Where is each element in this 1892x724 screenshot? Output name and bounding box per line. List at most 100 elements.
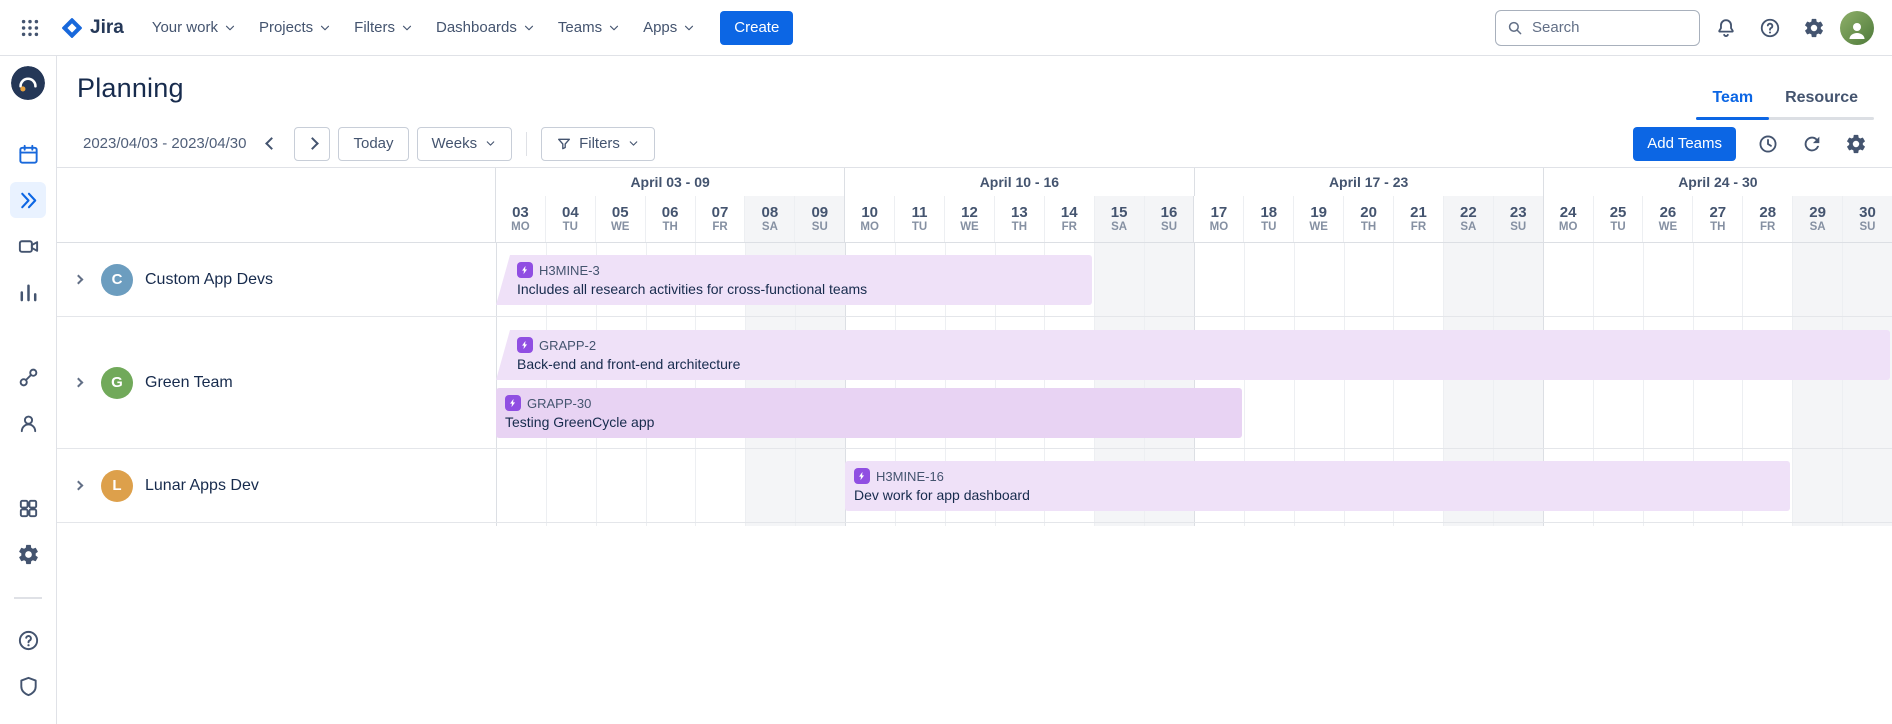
day-header-cell: 20 TH [1344,196,1395,242]
gear-icon [1803,17,1825,39]
day-header-cell: 03 MO [496,196,546,242]
jira-logo-text: Jira [90,16,124,38]
day-header-cell: 29 SA [1793,196,1844,242]
sidebar-video-button[interactable] [10,228,46,264]
page-header: Planning Team Resource [57,56,1892,120]
expand-chevron-icon[interactable] [67,372,89,394]
day-header-cell: 07 FR [696,196,746,242]
chevron-left-icon [265,137,278,150]
epic-bar-h3mine-3[interactable]: H3MINE-3 Includes all research activities… [496,255,1093,305]
day-header-cell: 25 TU [1594,196,1644,242]
sidebar-dependencies-button[interactable] [10,359,46,395]
sidebar-divider [14,597,42,599]
day-number: 23 [1509,203,1527,221]
today-button[interactable]: Today [338,126,409,161]
nav-menu-dashboards[interactable]: Dashboards [426,10,546,46]
add-teams-button[interactable]: Add Teams [1633,126,1736,161]
epic-icon [517,337,533,353]
day-header-cell: 22 SA [1443,196,1494,242]
nav-menu-label: Apps [643,19,678,36]
sidebar-timeline-button[interactable] [10,182,46,218]
epic-bar-grapp-30[interactable]: GRAPP-30 Testing GreenCycle app [496,388,1242,438]
team-row-lunar-apps-dev: L Lunar Apps Dev H3MINE-16 Dev work for app… [57,449,1892,523]
day-header-cell: 21 FR [1394,196,1444,242]
search-box[interactable] [1495,9,1700,46]
sidebar-privacy-button[interactable] [10,668,46,704]
plan-avatar[interactable] [11,66,45,100]
timescale-dropdown[interactable]: Weeks [416,126,513,161]
sidebar-apps-button[interactable] [10,490,46,526]
filters-button[interactable]: Filters [541,126,655,161]
view-settings-button[interactable] [1838,126,1874,162]
plan-toolbar: 2023/04/03 - 2023/04/30 Today Weeks Filt… [57,120,1892,168]
chevron-down-icon [627,137,640,150]
search-input[interactable] [1532,19,1689,36]
day-number: 07 [711,203,729,221]
day-column [1245,243,1295,526]
team-row-green-team: G Green Team GRAPP-2 Back-end and front-end… [57,317,1892,449]
user-avatar-icon [1845,18,1869,42]
day-header-cell: 24 MO [1544,196,1594,242]
week-header-cell: April 10 - 16 [845,168,1195,196]
day-number: 30 [1859,203,1876,221]
prev-range-button[interactable] [256,128,286,160]
nav-menu-apps[interactable]: Apps [633,10,706,46]
epic-icon [517,262,533,278]
notifications-button[interactable] [1708,10,1744,46]
expand-chevron-icon[interactable] [67,475,89,497]
app-switcher-grid-icon [19,17,41,39]
page-title: Planning [77,72,184,103]
settings-button[interactable] [1796,10,1832,46]
day-column [1195,243,1245,526]
day-column [1295,243,1345,526]
day-of-week: SU [811,220,828,233]
refresh-button[interactable] [1794,126,1830,162]
sidebar-settings-button[interactable] [10,536,46,572]
tab-team[interactable]: Team [1696,79,1769,120]
issue-key-line: H3MINE-3 [517,261,1082,279]
sidebar-profile-button[interactable] [10,405,46,441]
nav-menu-label: Filters [354,19,395,36]
chevron-down-icon [318,21,332,35]
day-header-cell: 09 SU [795,196,846,242]
week-header-cell: April 24 - 30 [1678,174,1758,190]
issue-key-line: GRAPP-30 [505,394,1232,412]
help-button[interactable] [1752,10,1788,46]
history-button[interactable] [1750,126,1786,162]
timeline-header-spacer [57,168,496,242]
day-column [846,243,896,526]
nav-menu-filters[interactable]: Filters [344,10,424,46]
nav-menu-your-work[interactable]: Your work [142,10,247,46]
issue-summary: Back-end and front-end architecture [517,356,741,372]
day-of-week: TU [1610,220,1626,233]
refresh-icon [1801,133,1823,155]
filters-label: Filters [579,135,620,152]
gear-icon [17,543,40,566]
expand-chevron-icon[interactable] [67,269,89,291]
tab-resource[interactable]: Resource [1769,79,1874,120]
issue-key: GRAPP-30 [527,395,592,411]
team-row-custom-app-devs: C Custom App Devs H3MINE-3 Includes all res… [57,243,1892,317]
sidebar-reports-button[interactable] [10,274,46,310]
day-of-week: MO [860,220,879,233]
chevron-down-icon [484,137,497,150]
bar-chart-icon [17,281,40,304]
day-header-cell: 27 TH [1693,196,1744,242]
user-avatar[interactable] [1840,10,1874,45]
day-number: 06 [661,203,679,221]
day-column [647,243,697,526]
epic-bar-h3mine-16[interactable]: H3MINE-16 Dev work for app dashboard [845,461,1791,511]
next-range-button[interactable] [294,126,331,161]
epic-bar-grapp-2[interactable]: GRAPP-2 Back-end and front-end architectu… [496,330,1890,380]
jira-logo[interactable]: Jira [54,16,130,40]
days-row: 03 MO 04 TU 05 WE 06 TH 07 FR 08 SA 09 SU 10 MO 11 TU 12 WE… [496,196,1892,242]
app-switcher-button[interactable] [12,10,48,46]
sidebar-calendar-button[interactable] [10,136,46,172]
day-header-cell: 17 MO [1194,196,1245,242]
date-range[interactable]: 2023/04/03 - 2023/04/30 [83,135,247,152]
nav-menu-teams[interactable]: Teams [548,10,631,46]
day-number: 15 [1110,203,1128,221]
create-button[interactable]: Create [720,10,794,45]
sidebar-help-button[interactable] [10,622,46,658]
nav-menu-projects[interactable]: Projects [249,10,342,46]
